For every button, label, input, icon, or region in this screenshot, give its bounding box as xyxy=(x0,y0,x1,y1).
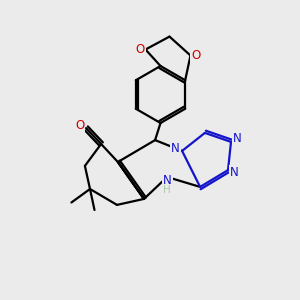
Text: O: O xyxy=(136,43,145,56)
Text: N: N xyxy=(230,166,239,179)
Text: N: N xyxy=(163,173,172,187)
Text: N: N xyxy=(233,132,242,146)
Text: O: O xyxy=(75,119,84,132)
Text: O: O xyxy=(191,49,200,62)
Text: N: N xyxy=(171,142,180,155)
Text: H: H xyxy=(163,185,171,195)
